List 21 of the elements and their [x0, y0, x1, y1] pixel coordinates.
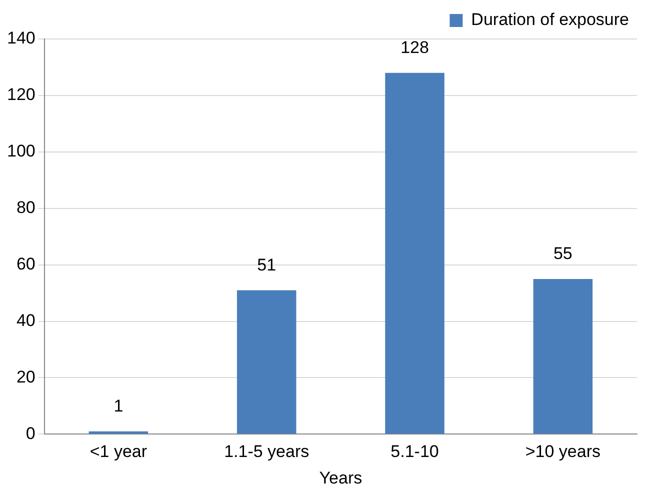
x-axis-title: Years [319, 468, 362, 488]
data-label: 128 [400, 38, 429, 58]
y-tick-label: 100 [6, 142, 36, 161]
x-tick-label: 5.1-10 [390, 442, 439, 462]
y-tick-label: 140 [6, 28, 36, 48]
x-tick-label: >10 years [525, 442, 600, 462]
legend-label: Duration of exposure [471, 10, 630, 30]
y-tick-label: 60 [16, 254, 36, 274]
x-tick-label: <1 year [90, 442, 148, 462]
y-tick-label: 80 [16, 198, 36, 218]
bar [236, 290, 296, 434]
y-tick-label: 0 [26, 424, 36, 443]
data-label: 1 [114, 396, 124, 416]
y-tick-label: 40 [16, 310, 36, 330]
y-tick-label: 120 [6, 85, 36, 104]
bar [533, 278, 593, 434]
x-tick-label: 1.1-5 years [224, 442, 310, 462]
data-label: 55 [553, 244, 572, 264]
data-label: 51 [257, 255, 276, 274]
bar [385, 72, 444, 434]
y-tick-label: 20 [16, 367, 36, 386]
